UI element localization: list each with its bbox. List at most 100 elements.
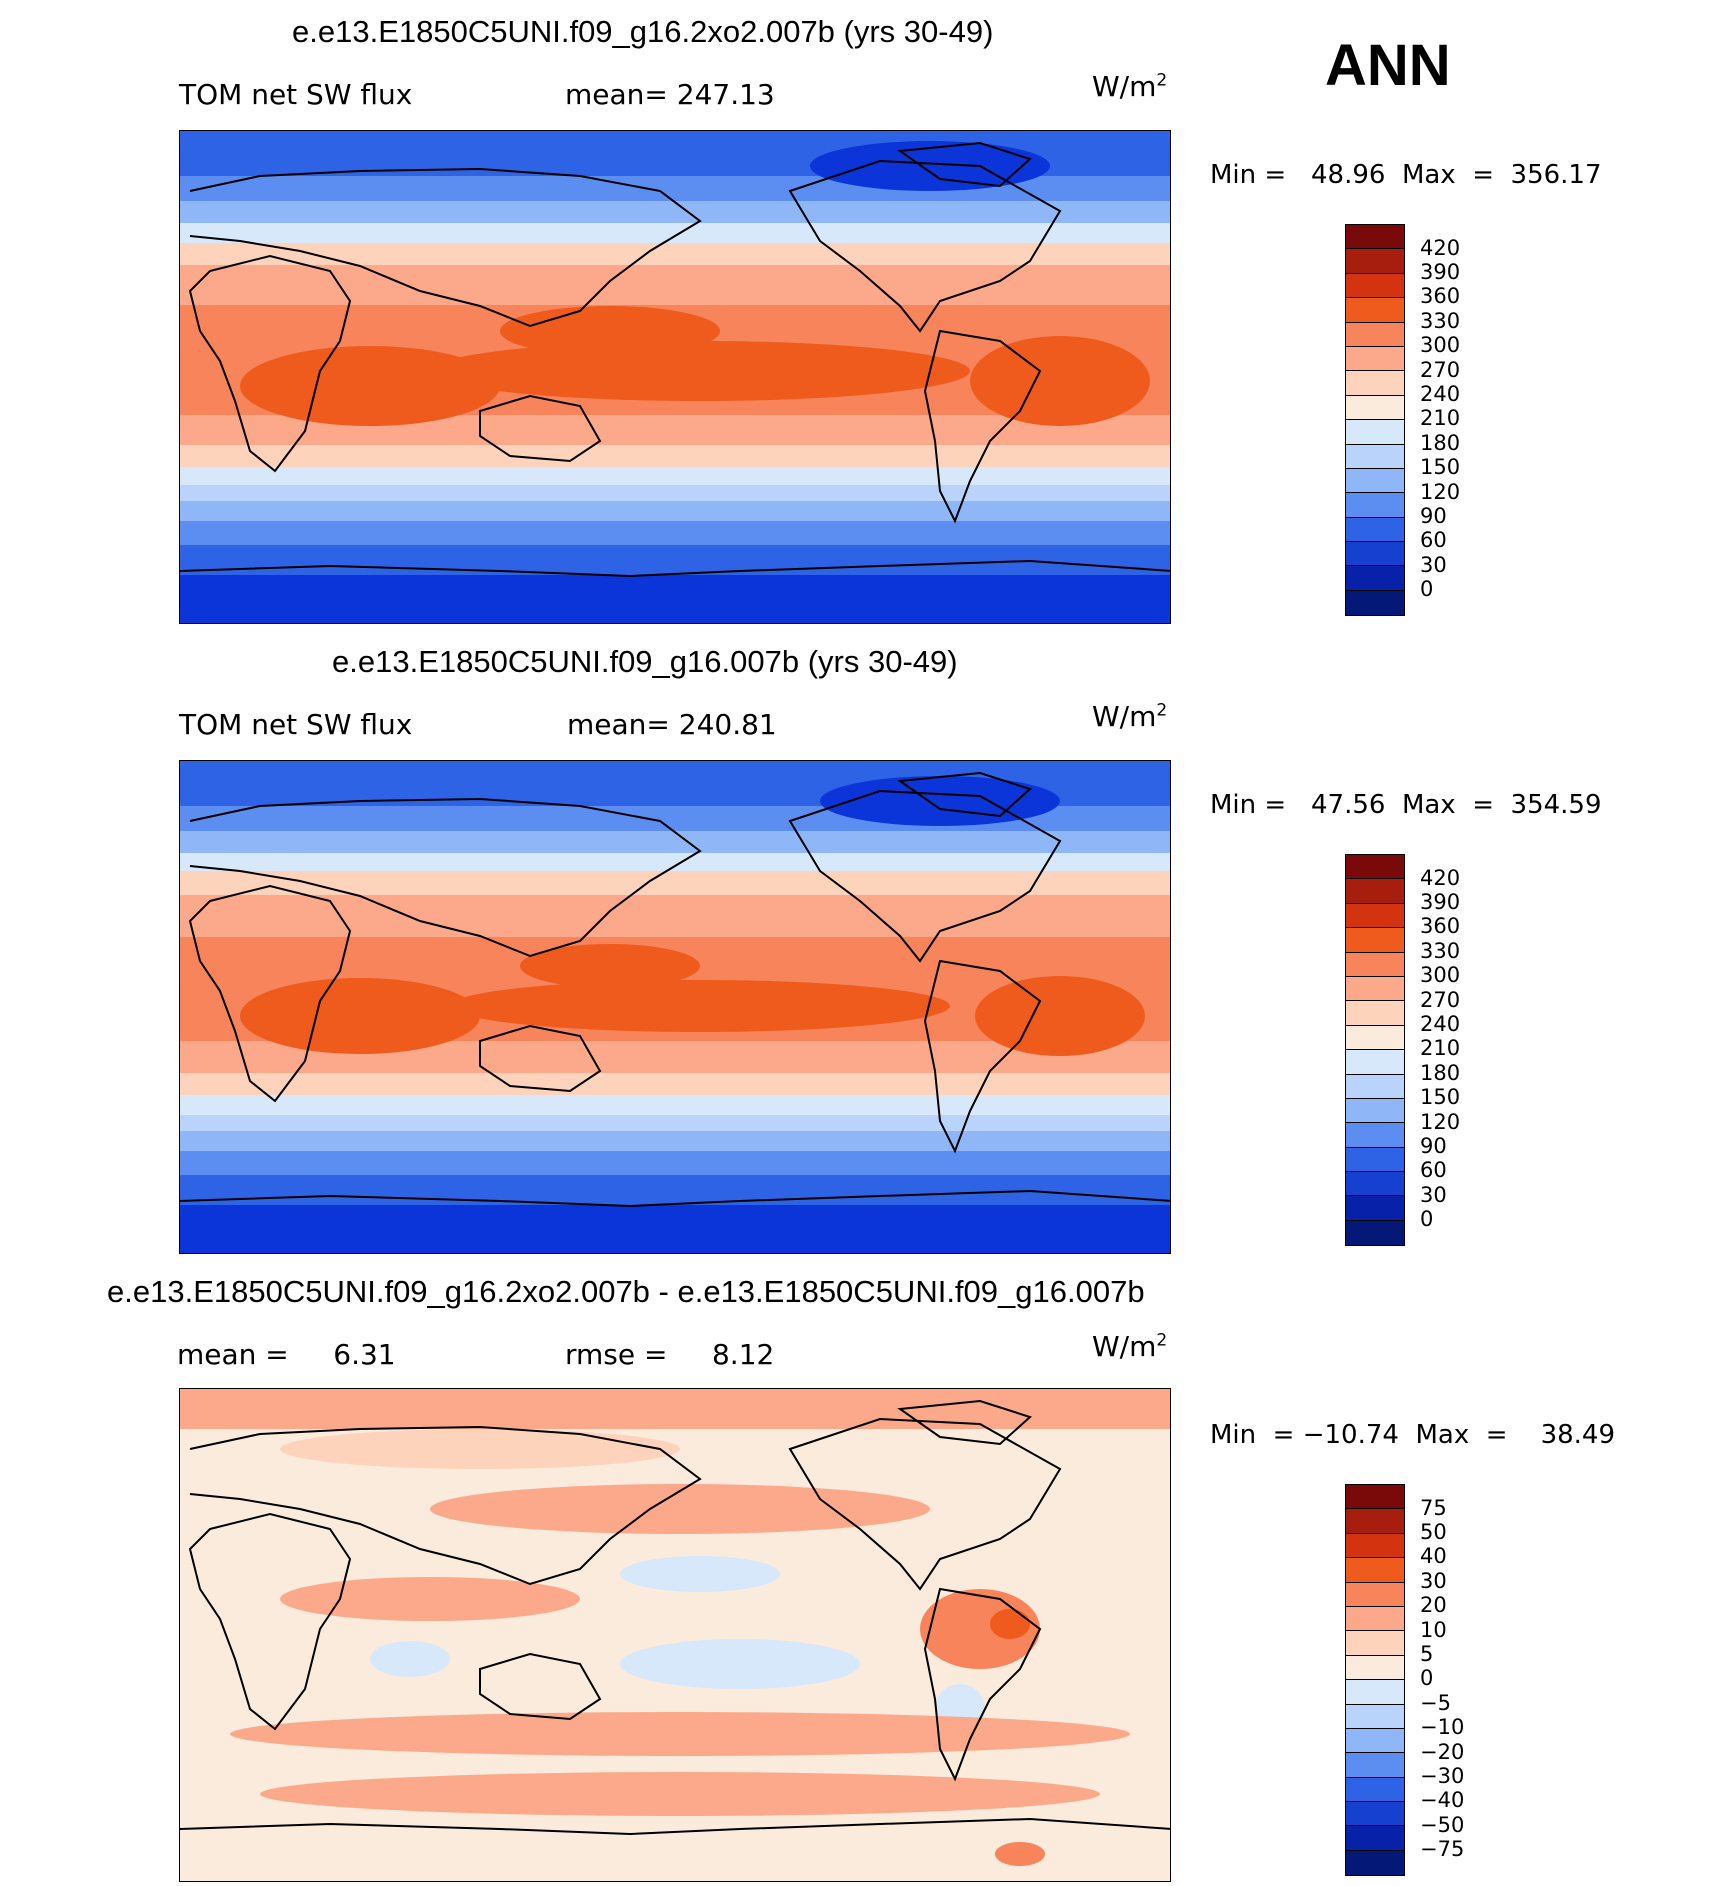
colorbar-segment [1346,444,1404,469]
colorbar-tick: 330 [1420,939,1461,963]
colorbar-segment [1346,1582,1404,1607]
colorbar-tick: 300 [1420,963,1461,987]
colorbar-segment [1346,566,1404,591]
colorbar-segment [1346,1655,1404,1681]
panel2-variable: TOM net SW flux [179,708,413,741]
colorbar-tick: 150 [1420,1085,1461,1109]
colorbar-segment [1346,1123,1404,1148]
colorbar-tick: 300 [1420,333,1461,357]
colorbar-segment [1346,952,1404,977]
units-base: W/m [1092,700,1157,733]
colorbar-tick: −5 [1420,1691,1451,1715]
colorbar-tick: 30 [1420,553,1447,577]
colorbar-segment [1346,1631,1404,1656]
colorbar-tick: −30 [1420,1764,1465,1788]
colorbar-tick: 20 [1420,1593,1447,1617]
colorbar-segment [1346,1220,1404,1246]
colorbar-segment [1346,1533,1404,1559]
colorbar-segment [1346,1001,1404,1026]
colorbar-segment [1346,1050,1404,1075]
colorbar-segment [1346,1098,1404,1124]
colorbar-segment [1346,1025,1404,1051]
colorbar-segment [1346,1850,1404,1876]
colorbar-segment [1346,1147,1404,1173]
colorbar-tick: 60 [1420,1158,1447,1182]
colorbar-tick: 210 [1420,1036,1461,1060]
colorbar-tick: 60 [1420,528,1447,552]
colorbar-segment [1346,1172,1404,1197]
colorbar-segment [1346,590,1404,616]
panel1-map-svg [180,131,1170,623]
colorbar-segment [1346,322,1404,347]
colorbar-segment [1346,1558,1404,1583]
colorbar-tick: 150 [1420,455,1461,479]
panel1-minmax: Min = 48.96 Max = 356.17 [1210,160,1602,190]
colorbar-tick: 75 [1420,1496,1447,1520]
colorbar-tick: 5 [1420,1642,1434,1666]
colorbar-tick: 120 [1420,480,1461,504]
panel2-map [179,760,1171,1254]
colorbar-segment [1346,1728,1404,1754]
colorbar-segment [1346,298,1404,323]
colorbar-tick: 420 [1420,866,1461,890]
panel1-map [179,130,1171,624]
colorbar-tick: 390 [1420,260,1461,284]
panel1-colorbar [1345,224,1405,617]
panel1-title: e.e13.E1850C5UNI.f09_g16.2xo2.007b (yrs … [292,14,994,49]
colorbar-segment [1346,1802,1404,1827]
colorbar-segment [1346,273,1404,299]
colorbar-segment [1346,928,1404,953]
colorbar-tick: 0 [1420,577,1434,601]
colorbar-tick: 30 [1420,1183,1447,1207]
colorbar-segment [1346,1680,1404,1705]
season-label: ANN [1325,33,1451,98]
colorbar-segment [1346,225,1404,250]
colorbar-segment [1346,1826,1404,1851]
colorbar-tick: 240 [1420,382,1461,406]
colorbar-segment [1346,468,1404,494]
panel2-title: e.e13.E1850C5UNI.f09_g16.007b (yrs 30-49… [332,644,958,679]
panel3-mean: mean = 6.31 [177,1338,396,1371]
colorbar-tick: 270 [1420,988,1461,1012]
colorbar-segment [1346,1485,1404,1510]
colorbar-tick: 210 [1420,406,1461,430]
panel3-map-svg [180,1389,1170,1881]
units-exponent: 2 [1156,70,1168,91]
colorbar-tick: 0 [1420,1207,1434,1231]
colorbar-segment [1346,1777,1404,1803]
colorbar-segment [1346,542,1404,567]
panel3-minmax: Min = −10.74 Max = 38.49 [1210,1420,1616,1450]
colorbar-tick: 40 [1420,1544,1447,1568]
colorbar-tick: 180 [1420,1061,1461,1085]
colorbar-tick: 90 [1420,1134,1447,1158]
colorbar-segment [1346,1704,1404,1729]
colorbar-segment [1346,1196,1404,1221]
panel3-units: W/m2 [1092,1330,1167,1363]
units-base: W/m [1092,70,1157,103]
panel1-units: W/m2 [1092,70,1167,103]
colorbar-segment [1346,1606,1404,1632]
colorbar-segment [1346,976,1404,1002]
colorbar-segment [1346,493,1404,518]
colorbar-segment [1346,903,1404,929]
colorbar-tick: 90 [1420,504,1447,528]
colorbar-segment [1346,855,1404,880]
panel2-units: W/m2 [1092,700,1167,733]
colorbar-segment [1346,1074,1404,1099]
colorbar-segment [1346,1509,1404,1534]
panel3-title: e.e13.E1850C5UNI.f09_g16.2xo2.007b - e.e… [107,1274,1145,1309]
colorbar-tick: 180 [1420,431,1461,455]
colorbar-tick: 50 [1420,1520,1447,1544]
colorbar-segment [1346,420,1404,445]
colorbar-tick: 420 [1420,236,1461,260]
colorbar-tick: 390 [1420,890,1461,914]
units-exponent: 2 [1156,700,1168,721]
units-base: W/m [1092,1330,1157,1363]
colorbar-segment [1346,517,1404,543]
colorbar-tick: −40 [1420,1788,1465,1812]
colorbar-segment [1346,1753,1404,1778]
colorbar-tick: 10 [1420,1618,1447,1642]
colorbar-tick: 360 [1420,284,1461,308]
colorbar-tick: 240 [1420,1012,1461,1036]
panel2-minmax: Min = 47.56 Max = 354.59 [1210,790,1602,820]
